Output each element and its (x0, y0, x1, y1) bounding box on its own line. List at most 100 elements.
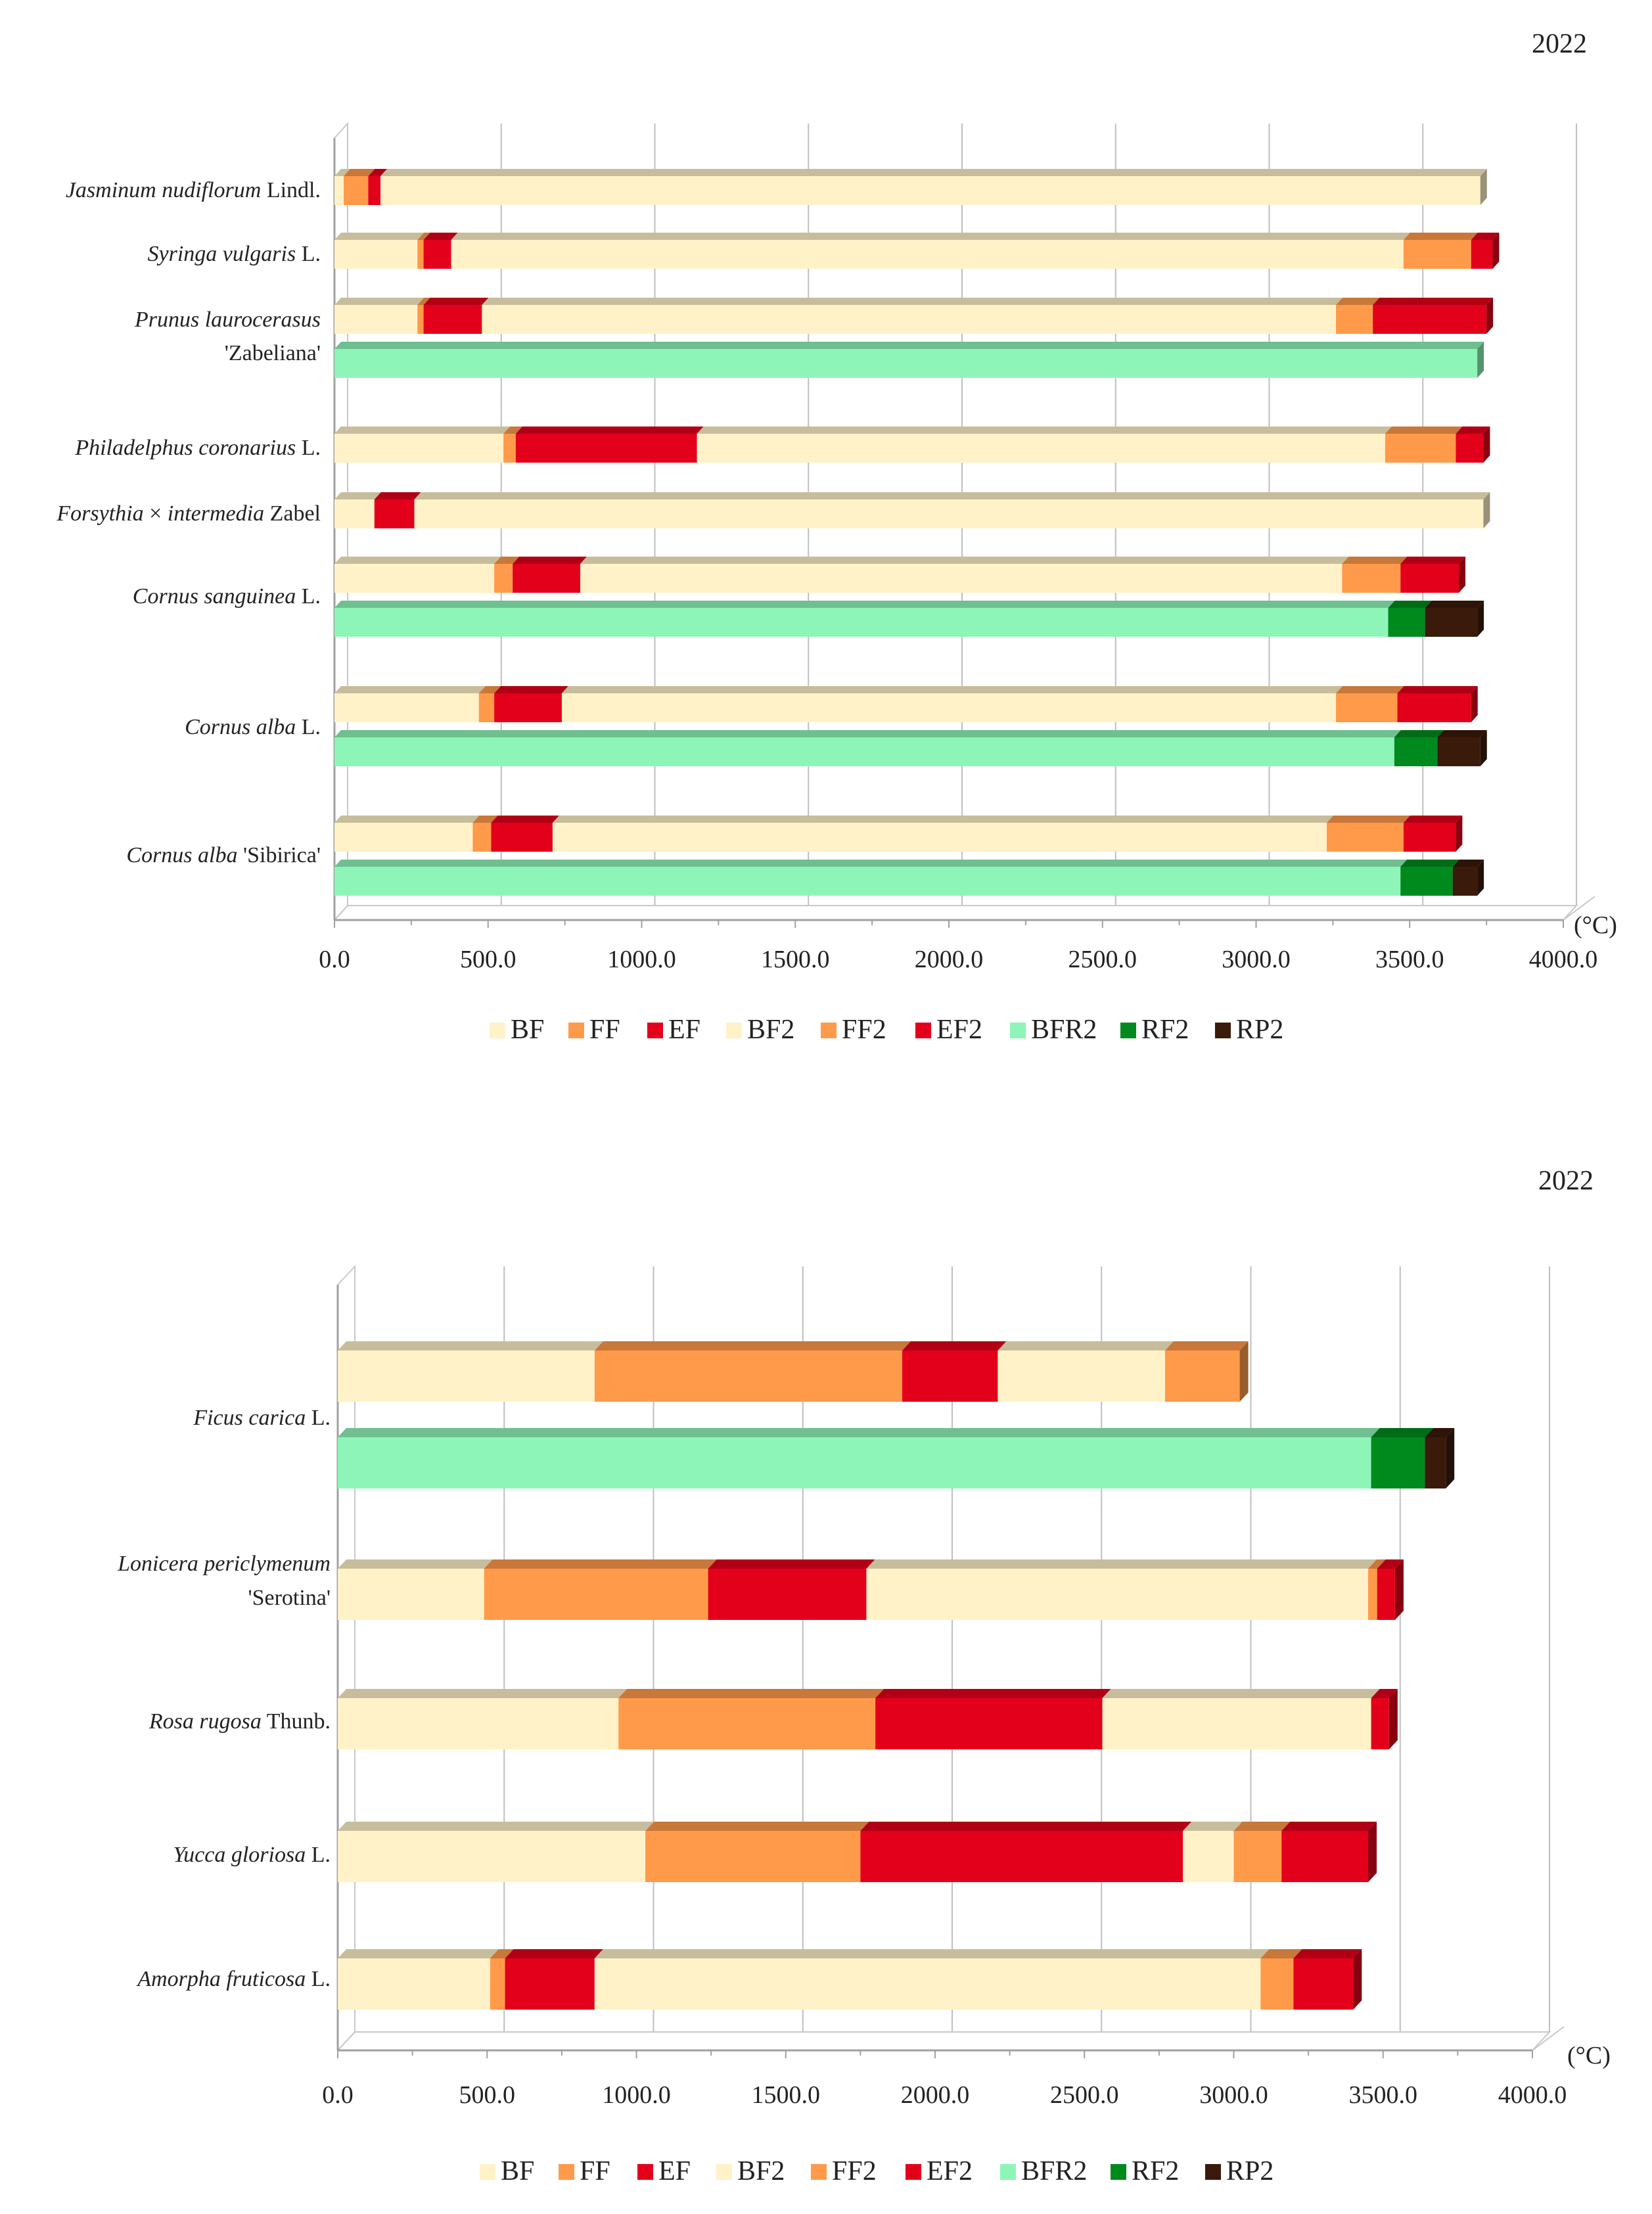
x-tick-label: 1500.0 (761, 946, 830, 973)
legend-item-bfr2: BFR2 (1010, 1015, 1097, 1045)
bar-segment-bf (338, 1689, 628, 1749)
bar-segment-bf (338, 1949, 499, 2010)
bar-segment-ef (513, 557, 587, 593)
category-label: Prunus laurocerasus (134, 308, 321, 332)
bar-end-cap (1459, 557, 1466, 593)
svg-text:EF: EF (658, 2156, 691, 2186)
category-label: Philadelphus coronarius L. (74, 436, 321, 460)
axis-corner (1563, 896, 1595, 921)
legend-item-bf: BF (490, 1015, 544, 1045)
bar-end-cap (1477, 342, 1484, 378)
category-label: Cornus sanguinea L. (133, 584, 321, 609)
bar-segment-bf (334, 169, 351, 205)
svg-text:BFR2: BFR2 (1031, 1015, 1097, 1045)
svg-text:BF2: BF2 (747, 1015, 794, 1045)
legend: BF FF EF BF2 FF2 EF2 BFR2 RF2 RP2 (480, 2156, 1273, 2186)
bar-segment-ef2 (1400, 557, 1466, 593)
svg-text:RF2: RF2 (1141, 1015, 1189, 1045)
bars (334, 169, 1500, 896)
legend-item-bf2: BF2 (716, 2156, 785, 2186)
bar-segment-bfr2 (334, 342, 1484, 378)
category-label: Yucca gloriosa L. (173, 1843, 331, 1867)
bar-segment-ef (368, 169, 388, 205)
bar-segment-ef (860, 1822, 1192, 1882)
x-tick-label: 1500.0 (752, 2081, 821, 2109)
svg-text:RP2: RP2 (1236, 1015, 1283, 1045)
bar-segment-bf (338, 1341, 603, 1402)
bar-end-cap (1477, 601, 1484, 637)
x-tick-label: 3500.0 (1375, 946, 1444, 973)
bar-segment-bfr2 (334, 730, 1401, 766)
category-label: Rosa rugosa Thunb. (149, 1709, 331, 1734)
bar-segment-ff2 (1342, 557, 1408, 593)
bar-segment-bf (338, 1559, 493, 1620)
bar-segment-ef2 (1371, 1689, 1398, 1749)
bar-segment-ef2 (1373, 298, 1494, 334)
x-tick-label: 500.0 (459, 2081, 516, 2109)
category-label: Forsythia × intermedia Zabel (56, 501, 321, 526)
bar-segment-ef (902, 1341, 1007, 1402)
bar-segment-ef (875, 1689, 1111, 1749)
x-axis-unit: (°C) (1567, 2042, 1611, 2069)
x-tick-label: 2500.0 (1068, 946, 1137, 973)
bar-segment-bf (334, 427, 511, 463)
bar-segment-ef (423, 233, 458, 269)
legend-item-ef: EF (647, 1015, 700, 1045)
bar-segment-ff (478, 686, 501, 722)
bar-segment-ff2 (1403, 233, 1478, 269)
bar-segment-rp2 (1425, 1428, 1455, 1488)
bar-segment-bf2 (998, 1341, 1174, 1402)
bar-segment-ff (344, 169, 375, 205)
bar-end-cap (1480, 730, 1487, 766)
svg-text:FF2: FF2 (832, 2156, 877, 2186)
bar-segment-ff (494, 557, 520, 593)
svg-text:EF: EF (668, 1015, 700, 1045)
bar-end-cap (1480, 169, 1487, 205)
x-tick-label: 3500.0 (1349, 2081, 1418, 2109)
bar-segment-ff2 (1336, 686, 1404, 722)
bar-segment-bf (334, 298, 424, 334)
bar-segment-ef2 (1293, 1949, 1362, 2010)
bar-segment-ff2 (1336, 298, 1380, 334)
legend-item-ef: EF (637, 2156, 691, 2186)
bar-end-cap (1483, 427, 1490, 463)
svg-text:EF2: EF2 (936, 1015, 982, 1045)
bar-segment-ff2 (1385, 427, 1463, 463)
bar-segment-ef (505, 1949, 603, 2010)
bar-segment-bf2 (380, 169, 1487, 205)
legend-item-bf2: BF2 (726, 1015, 794, 1045)
bar-segment-ff2 (1368, 1559, 1386, 1620)
x-tick-label: 0.0 (319, 946, 350, 973)
bar-segment-ef2 (1471, 233, 1500, 269)
legend-item-ff2: FF2 (821, 1015, 886, 1045)
bar-segment-rp2 (1437, 730, 1487, 766)
bar-segment-ff2 (1260, 1949, 1302, 2010)
bar-segment-bf2 (1183, 1822, 1243, 1882)
bar-segment-bfr2 (334, 860, 1408, 896)
bar-segment-bf (334, 557, 501, 593)
legend-item-rf2: RF2 (1120, 1015, 1189, 1045)
bar-segment-ef2 (1377, 1559, 1404, 1620)
svg-text:EF2: EF2 (927, 2156, 973, 2186)
bar-segment-ff (484, 1559, 717, 1620)
bar-segment-bf2 (580, 557, 1349, 593)
svg-text:RP2: RP2 (1226, 2156, 1273, 2186)
legend-item-ff2: FF2 (811, 2156, 877, 2186)
bar-segment-ff (594, 1341, 911, 1402)
bar-segment-rp2 (1425, 601, 1484, 637)
svg-text:FF: FF (589, 1015, 620, 1045)
bar-segment-ef (494, 686, 568, 722)
bar-segment-bf2 (414, 492, 1490, 528)
bar-segment-ff (417, 298, 430, 334)
category-label: 'Serotina' (248, 1586, 331, 1610)
category-label: Syringa vulgaris L. (148, 242, 321, 266)
bar-end-cap (1456, 816, 1463, 852)
legend-item-ef2: EF2 (915, 1015, 982, 1045)
bar-segment-bf2 (594, 1949, 1270, 2010)
x-tick-label: 2000.0 (901, 2081, 970, 2109)
bar-segment-ef (423, 298, 489, 334)
x-tick-label: 0.0 (322, 2081, 354, 2109)
legend-item-bf: BF (480, 2156, 534, 2186)
bar-segment-ff (417, 233, 430, 269)
x-tick-label: 3000.0 (1199, 2081, 1268, 2109)
